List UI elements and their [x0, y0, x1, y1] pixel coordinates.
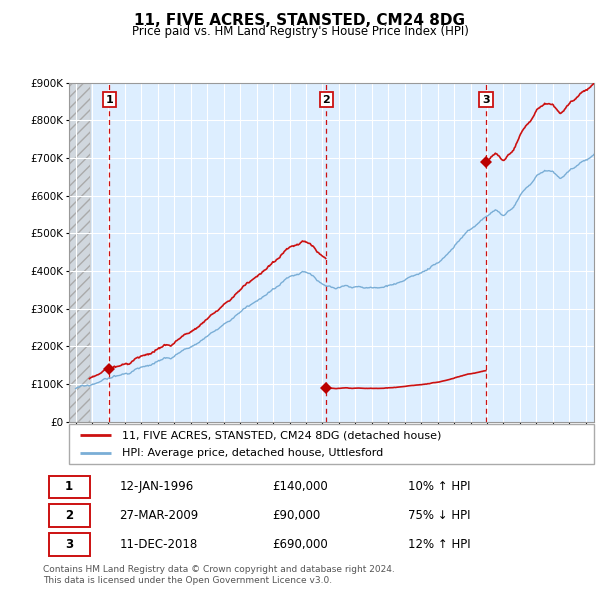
Bar	[69, 83, 89, 422]
Text: 12-JAN-1996: 12-JAN-1996	[119, 480, 194, 493]
Text: 75% ↓ HPI: 75% ↓ HPI	[408, 509, 471, 522]
Bar	[69, 83, 89, 422]
Text: £690,000: £690,000	[272, 538, 328, 551]
Text: 11, FIVE ACRES, STANSTED, CM24 8DG: 11, FIVE ACRES, STANSTED, CM24 8DG	[134, 13, 466, 28]
Text: £90,000: £90,000	[272, 509, 320, 522]
Text: 2: 2	[322, 94, 330, 104]
Text: Contains HM Land Registry data © Crown copyright and database right 2024.
This d: Contains HM Land Registry data © Crown c…	[43, 565, 395, 585]
Text: 1: 1	[105, 94, 113, 104]
Text: 27-MAR-2009: 27-MAR-2009	[119, 509, 199, 522]
Text: Price paid vs. HM Land Registry's House Price Index (HPI): Price paid vs. HM Land Registry's House …	[131, 25, 469, 38]
Bar	[49, 476, 89, 499]
Text: HPI: Average price, detached house, Uttlesford: HPI: Average price, detached house, Uttl…	[121, 448, 383, 458]
Text: 10% ↑ HPI: 10% ↑ HPI	[408, 480, 471, 493]
Text: 2: 2	[65, 509, 73, 522]
Text: 3: 3	[65, 538, 73, 551]
Text: 3: 3	[482, 94, 490, 104]
Bar	[49, 504, 89, 527]
Text: 12% ↑ HPI: 12% ↑ HPI	[408, 538, 471, 551]
Text: 1: 1	[65, 480, 73, 493]
Text: 11, FIVE ACRES, STANSTED, CM24 8DG (detached house): 11, FIVE ACRES, STANSTED, CM24 8DG (deta…	[121, 430, 441, 440]
Text: £140,000: £140,000	[272, 480, 328, 493]
Text: 11-DEC-2018: 11-DEC-2018	[119, 538, 198, 551]
Bar	[49, 533, 89, 556]
